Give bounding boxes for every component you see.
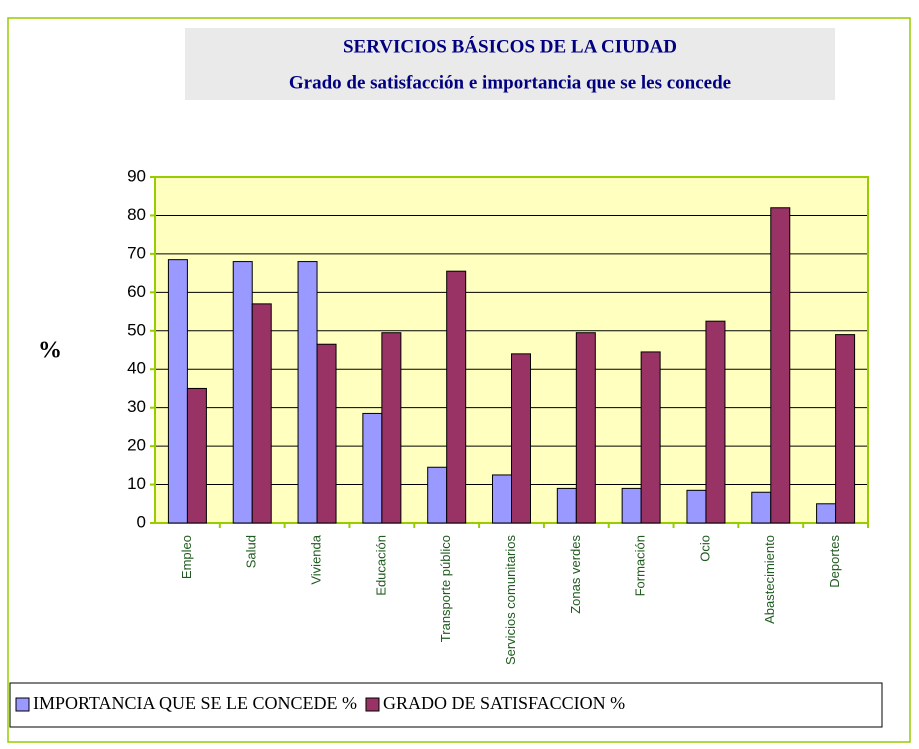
bar [297, 261, 318, 524]
bar [446, 270, 467, 524]
x-tick-label: Salud [244, 535, 259, 568]
bar [381, 332, 402, 524]
bar [816, 503, 837, 524]
y-tick-label: 10 [127, 474, 146, 493]
x-tick-label: Ocio [697, 535, 712, 562]
bar [556, 487, 577, 524]
title-box [185, 28, 835, 100]
bar [621, 487, 642, 524]
x-tick-label: Transporte público [438, 535, 453, 642]
y-tick-label: 0 [137, 512, 146, 531]
bar [640, 351, 661, 524]
x-tick-label: Formación [633, 535, 648, 596]
bar [511, 353, 531, 524]
x-tick-label: Servicios comunitarios [503, 535, 518, 666]
x-tick-label: Abastecimiento [762, 535, 777, 624]
y-tick-label: 70 [127, 243, 146, 262]
x-tick-label: Deportes [827, 535, 842, 588]
x-tick-label: Educación [373, 535, 388, 596]
x-tick-label: Empleo [179, 535, 194, 579]
bar [705, 320, 726, 524]
bar [835, 334, 856, 524]
bar [751, 491, 772, 524]
y-tick-label: 80 [127, 205, 146, 224]
y-tick-label: 20 [127, 436, 146, 455]
x-tick-label: Zonas verdes [568, 535, 583, 614]
bar [427, 466, 448, 524]
y-tick-label: 50 [127, 320, 146, 339]
y-tick-label: 60 [127, 282, 146, 301]
y-tick-label: 30 [127, 397, 146, 416]
legend-label: IMPORTANCIA QUE SE LE CONCEDE % [33, 693, 357, 713]
bar [492, 474, 512, 524]
legend-label: GRADO DE SATISFACCION % [383, 693, 625, 713]
legend-swatch [365, 697, 380, 712]
bar [232, 261, 253, 524]
bar [770, 207, 791, 524]
bar [362, 412, 383, 524]
bar [686, 489, 707, 524]
bar [186, 387, 207, 524]
legend-swatch [15, 697, 30, 712]
bar [167, 259, 188, 524]
chart-title: SERVICIOS BÁSICOS DE LA CIUDAD [343, 35, 677, 57]
chart-subtitle: Grado de satisfacción e importancia que … [289, 72, 731, 93]
bar [251, 303, 272, 524]
y-axis-label: % [38, 338, 62, 364]
x-tick-label: Vivienda [308, 534, 323, 584]
bar [575, 332, 596, 524]
y-tick-label: 40 [127, 359, 146, 378]
y-tick-label: 90 [127, 166, 146, 185]
legend-box [9, 682, 883, 728]
bar [316, 343, 337, 524]
